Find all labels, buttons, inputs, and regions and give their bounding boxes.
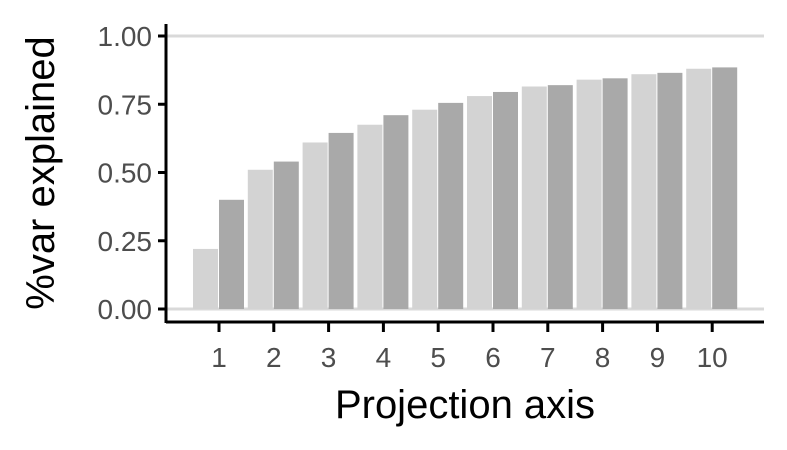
- x-tick-label: 8: [595, 342, 611, 373]
- bar-series-2-6: [493, 91, 518, 309]
- x-tick-label: 5: [430, 342, 446, 373]
- bar-series-2-10: [712, 67, 738, 310]
- x-tick-label: 2: [266, 342, 282, 373]
- y-tick-label: 0.00: [98, 294, 153, 325]
- y-axis-title: %var explained: [19, 36, 63, 310]
- bar-series-1-10: [686, 68, 712, 309]
- x-tick-label: 7: [540, 342, 556, 373]
- bar-series-1-6: [467, 96, 492, 309]
- bar-series-1-3: [302, 142, 328, 309]
- bar-series-1-5: [412, 109, 438, 310]
- bar-series-1-1: [193, 248, 218, 309]
- bar-series-2-2: [273, 161, 299, 309]
- x-tick-label: 10: [697, 342, 728, 373]
- x-tick-label: 1: [211, 342, 227, 373]
- bar-series-2-4: [383, 115, 409, 309]
- bar-series-1-8: [576, 79, 602, 310]
- y-tick-label: 1.00: [98, 21, 153, 52]
- tick-layer: 0.00 0.25 0.50 0.75 1.00 1 2 3 4 5 6 7 8 9 10: [98, 21, 728, 373]
- bar-series-2-1: [219, 199, 244, 309]
- bar-series-2-8: [602, 78, 628, 309]
- bar-series-2-5: [438, 102, 464, 309]
- bar-series-2-3: [328, 132, 354, 309]
- x-tick-label: 6: [485, 342, 501, 373]
- y-tick-label: 0.75: [98, 89, 153, 120]
- y-tick-label: 0.50: [98, 158, 153, 189]
- x-tick-label: 9: [650, 342, 666, 373]
- bar-series-1-2: [247, 169, 273, 309]
- y-tick-label: 0.25: [98, 226, 153, 257]
- x-tick-label: 4: [376, 342, 392, 373]
- bar-series-1-9: [631, 74, 657, 309]
- bar-series-2-7: [547, 85, 573, 309]
- bar-layer: [193, 67, 738, 310]
- x-tick-label: 3: [321, 342, 337, 373]
- bar-series-2-9: [657, 72, 683, 309]
- x-axis-title: Projection axis: [335, 383, 595, 427]
- bar-series-1-4: [357, 124, 383, 309]
- bar-series-1-7: [521, 86, 547, 309]
